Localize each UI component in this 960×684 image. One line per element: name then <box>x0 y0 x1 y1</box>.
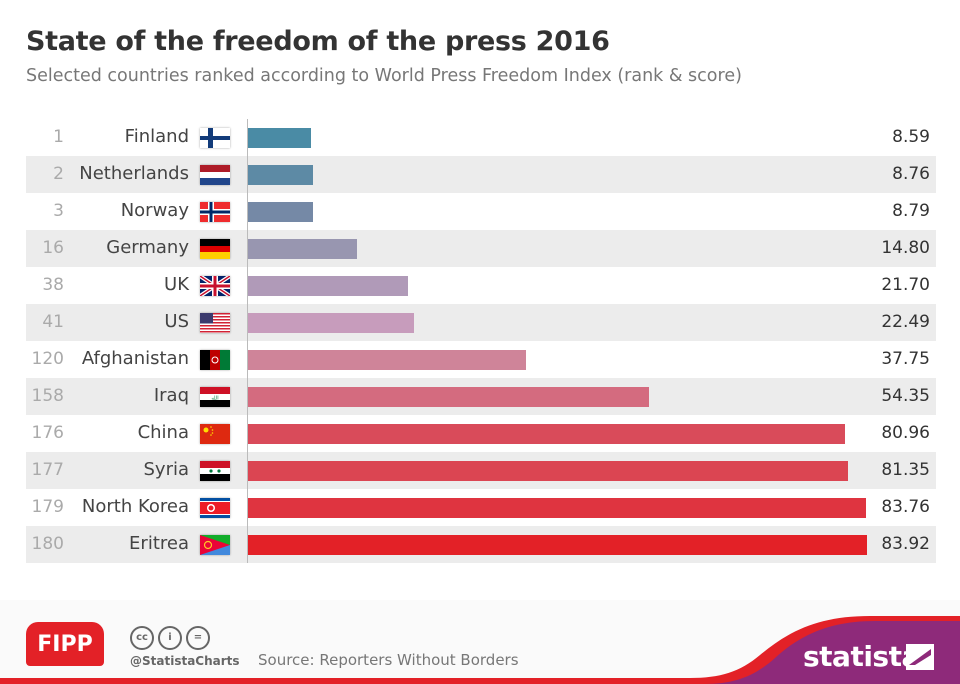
rank-label: 3 <box>53 201 64 221</box>
fipp-logo: FIPP <box>26 622 104 666</box>
value-label: 81.35 <box>881 460 930 480</box>
chart-row-norway: 3 Norway 8.79 <box>26 193 936 230</box>
twitter-handle[interactable]: @StatistaCharts <box>130 654 240 668</box>
chart-row-syria: 177 Syria 81.35 <box>26 452 936 489</box>
value-label: 80.96 <box>881 423 930 443</box>
value-label: 21.70 <box>881 275 930 295</box>
germany-flag-icon <box>200 239 230 259</box>
rank-label: 177 <box>31 460 64 480</box>
rank-label: 179 <box>31 497 64 517</box>
country-label: Iraq <box>153 385 189 406</box>
bar-eritrea <box>248 535 867 555</box>
eritrea-flag-icon <box>200 535 230 555</box>
creative-commons-icons: cc i = <box>130 626 210 650</box>
statista-logo[interactable]: statista <box>803 640 920 673</box>
syria-flag-icon <box>200 461 230 481</box>
country-label: Netherlands <box>79 163 189 184</box>
cc-icon: cc <box>130 626 154 650</box>
value-label: 8.79 <box>892 201 930 221</box>
china-flag-icon <box>200 424 230 444</box>
country-label: Syria <box>143 459 189 480</box>
value-label: 37.75 <box>881 349 930 369</box>
bar-netherlands <box>248 165 313 185</box>
netherlands-flag-icon <box>200 165 230 185</box>
chart-row-netherlands: 2 Netherlands 8.76 <box>26 156 936 193</box>
iraq-flag-icon: الله <box>200 387 230 407</box>
rank-label: 16 <box>42 238 64 258</box>
chart-subtitle: Selected countries ranked according to W… <box>26 66 742 86</box>
bar-chart: 1 Finland 8.59 2 Netherlands 8.76 3 Norway 8.79 1… <box>26 119 936 563</box>
value-label: 83.76 <box>881 497 930 517</box>
bar-iraq <box>248 387 649 407</box>
value-label: 8.59 <box>892 127 930 147</box>
north-korea-flag-icon <box>200 498 230 518</box>
no-derivatives-icon: = <box>186 626 210 650</box>
value-label: 83.92 <box>881 534 930 554</box>
rank-label: 1 <box>53 127 64 147</box>
country-label: Germany <box>106 237 189 258</box>
chart-title: State of the freedom of the press 2016 <box>26 26 610 57</box>
bar-germany <box>248 239 357 259</box>
chart-row-finland: 1 Finland 8.59 <box>26 119 936 156</box>
value-label: 14.80 <box>881 238 930 258</box>
source-text: Source: Reporters Without Borders <box>258 651 519 669</box>
country-label: Norway <box>120 200 189 221</box>
footer-brand-swoosh <box>0 616 960 684</box>
chart-row-us: 41 US 22.49 <box>26 304 936 341</box>
rank-label: 2 <box>53 164 64 184</box>
rank-label: 158 <box>31 386 64 406</box>
bar-syria <box>248 461 848 481</box>
country-label: UK <box>164 274 189 295</box>
finland-flag-icon <box>200 128 230 148</box>
bar-us <box>248 313 414 333</box>
chart-row-afghanistan: 120 Afghanistan 37.75 <box>26 341 936 378</box>
country-label: North Korea <box>81 496 189 517</box>
country-label: US <box>164 311 189 332</box>
value-label: 8.76 <box>892 164 930 184</box>
rank-label: 41 <box>42 312 64 332</box>
country-label: Afghanistan <box>81 348 189 369</box>
chart-row-north-korea: 179 North Korea 83.76 <box>26 489 936 526</box>
svg-text:الله: الله <box>211 396 218 402</box>
us-flag-icon <box>200 313 230 333</box>
bar-norway <box>248 202 313 222</box>
chart-row-uk: 38 UK 21.70 <box>26 267 936 304</box>
uk-flag-icon <box>198 274 232 298</box>
rank-label: 180 <box>31 534 64 554</box>
norway-flag-icon <box>200 202 230 222</box>
bar-north-korea <box>248 498 866 518</box>
bar-afghanistan <box>248 350 526 370</box>
value-label: 22.49 <box>881 312 930 332</box>
chart-row-iraq: 158 Iraq الله 54.35 <box>26 378 936 415</box>
statista-logo-icon <box>906 644 934 670</box>
bar-china <box>248 424 845 444</box>
country-label: Eritrea <box>129 533 189 554</box>
bar-finland <box>248 128 311 148</box>
rank-label: 120 <box>31 349 64 369</box>
rank-label: 38 <box>42 275 64 295</box>
axis-line <box>247 119 248 563</box>
afghanistan-flag-icon <box>200 350 230 370</box>
bar-uk <box>248 276 408 296</box>
rank-label: 176 <box>31 423 64 443</box>
value-label: 54.35 <box>881 386 930 406</box>
chart-row-china: 176 China 80.96 <box>26 415 936 452</box>
chart-row-germany: 16 Germany 14.80 <box>26 230 936 267</box>
country-label: China <box>137 422 189 443</box>
country-label: Finland <box>124 126 189 147</box>
chart-row-eritrea: 180 Eritrea 83.92 <box>26 526 936 563</box>
attribution-icon: i <box>158 626 182 650</box>
